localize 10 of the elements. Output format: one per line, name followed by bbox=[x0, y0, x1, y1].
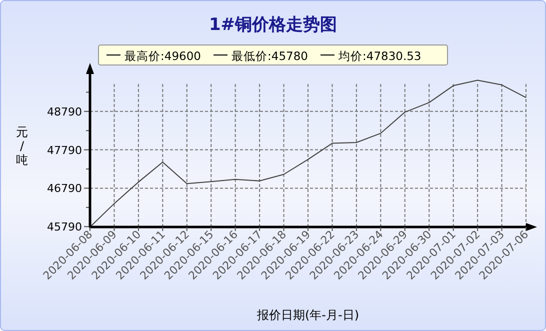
y-tick-label: 48790 bbox=[47, 105, 82, 118]
chart-title: 1#铜价格走势图 bbox=[208, 15, 338, 35]
text: 最高价:49600 bbox=[124, 49, 201, 63]
x-axis-title: 报价日期(年-月-日) bbox=[256, 308, 360, 322]
text: 最低价:45780 bbox=[232, 49, 308, 63]
text: 均价:47830.53 bbox=[338, 49, 422, 63]
y-axis-title: 元/吨 bbox=[16, 125, 28, 167]
y-tick-label: 47790 bbox=[47, 144, 82, 157]
y-tick-label: 46790 bbox=[47, 182, 82, 196]
y-tick-label: 45790 bbox=[47, 220, 82, 234]
